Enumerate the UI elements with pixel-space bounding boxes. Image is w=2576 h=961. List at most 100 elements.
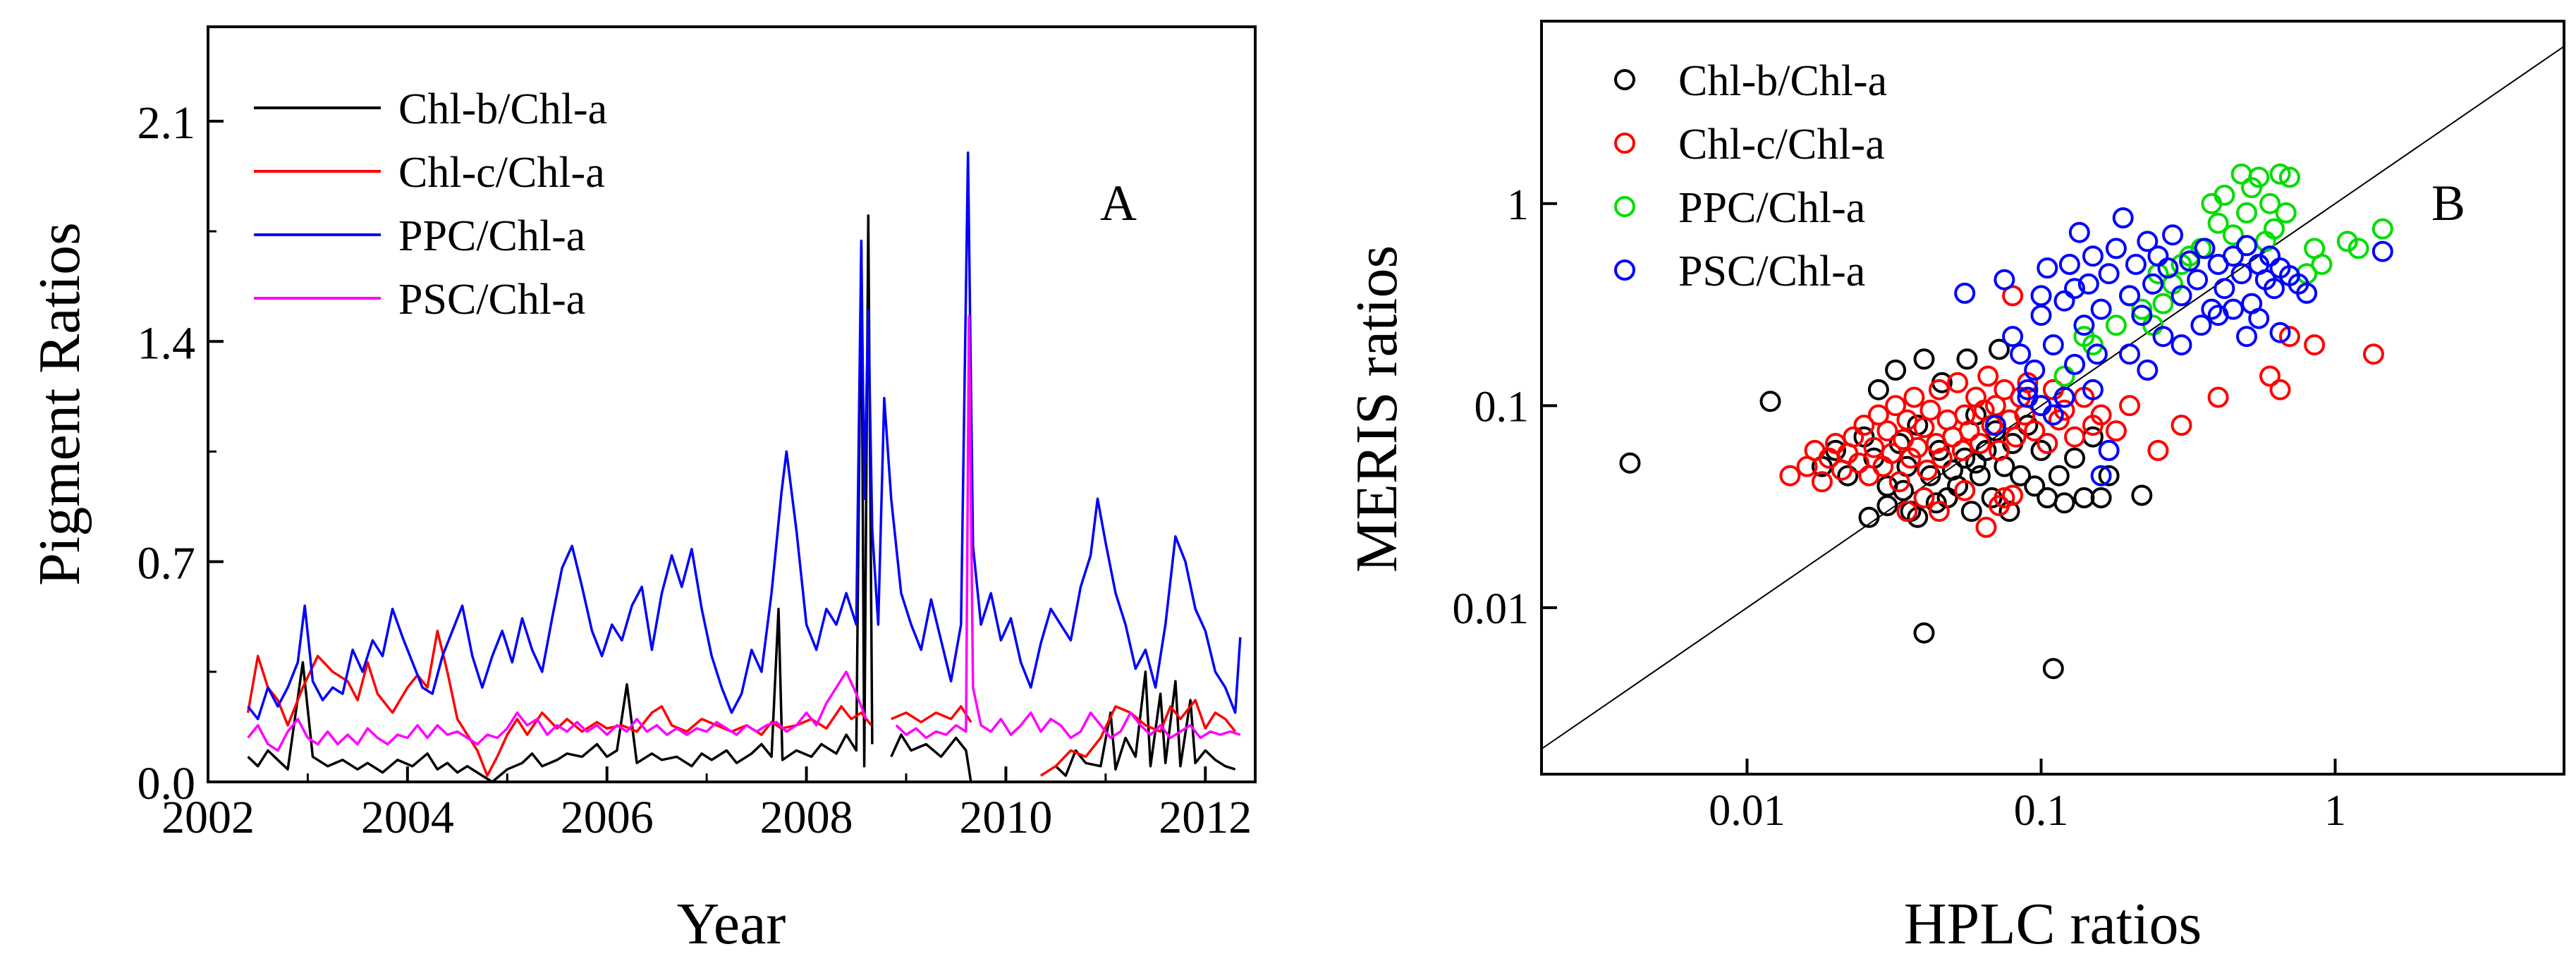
- scatter-point: [1843, 426, 1864, 448]
- scatter-point: [2064, 353, 2085, 375]
- x-tick-label: 2008: [760, 792, 853, 843]
- scatter-point: [2269, 379, 2291, 400]
- scatter-point: [1956, 348, 1978, 370]
- x-tick-label: 2002: [161, 792, 255, 843]
- panel-a-x-axis-label: Year: [677, 891, 786, 957]
- y-tick-label: 2.1: [138, 97, 196, 149]
- scatter-point: [2048, 465, 2070, 486]
- scatter-point: [1917, 459, 1938, 481]
- scatter-point: [2024, 475, 2046, 497]
- y-tick-label: 0.01: [1453, 585, 1530, 633]
- scatter-point: [2017, 372, 2039, 393]
- scatter-point: [1913, 348, 1935, 370]
- scatter-point: [2024, 420, 2046, 442]
- scatter-point: [1858, 506, 1880, 528]
- scatter-point: [2073, 326, 2095, 348]
- scatter-point: [1954, 479, 1976, 501]
- scatter-point: [2042, 658, 2064, 680]
- panel-b-y-axis-label: MERIS ratios: [1344, 245, 1410, 573]
- scatter-point: [2171, 415, 2192, 436]
- scatter-point: [2082, 379, 2104, 400]
- scatter-point: [2010, 465, 2032, 486]
- scatter-point: [2214, 278, 2235, 300]
- scatter-point: [1975, 439, 1997, 461]
- scatter-point: [1965, 452, 1986, 474]
- scatter-point: [1811, 471, 1833, 493]
- scatter-point: [2171, 285, 2192, 307]
- legend-label-ppc-chl-a: PPC/Chl-a: [1678, 184, 1865, 232]
- scatter-point: [2010, 343, 2032, 365]
- scatter-point: [2119, 285, 2140, 307]
- scatter-point: [1885, 395, 1907, 417]
- scatter-point: [2053, 365, 2075, 387]
- series-line-chl-c-chl-a: [246, 630, 1237, 777]
- series-line-ppc-chl-a: [247, 151, 1242, 721]
- scatter-point: [2278, 166, 2300, 188]
- y-tick-label: 1.4: [138, 317, 196, 369]
- scatter-point: [2112, 207, 2134, 228]
- scatter-point: [1958, 420, 1980, 442]
- scatter-point: [1928, 379, 1950, 400]
- scatter-point: [2236, 202, 2257, 224]
- series-line-chl-b-chl-a: [247, 214, 1236, 782]
- y-tick-label: 1: [1507, 181, 1529, 229]
- scatter-point: [2311, 254, 2333, 275]
- scatter-point: [1960, 501, 1982, 522]
- scatter-point: [2073, 487, 2095, 508]
- scatter-point: [2064, 447, 2085, 469]
- scatter-point: [2296, 282, 2318, 304]
- scatter-point: [2053, 492, 2075, 514]
- scatter-point: [1848, 452, 1869, 474]
- series-line-psc-chl-a: [247, 314, 1241, 752]
- scatter-point: [1867, 404, 1889, 426]
- scatter-point: [2037, 487, 2058, 508]
- scatter-point: [2105, 314, 2127, 336]
- panel-b: 0.01 0.1 1 0.01 0.1 1 Chl-b/Chl-a Chl-c/Chl-a…: [1344, 20, 2565, 957]
- scatter-point: [2017, 386, 2039, 408]
- scatter-point: [2147, 439, 2169, 461]
- scatter-point: [1853, 415, 1875, 436]
- scatter-point: [1994, 269, 2015, 290]
- scatter-point: [2090, 404, 2112, 426]
- scatter-point: [2098, 263, 2120, 285]
- scatter-point: [2073, 314, 2095, 336]
- scatter-point: [1876, 495, 1898, 517]
- scatter-point: [2098, 439, 2120, 461]
- legend-marker-ppc-chl-a: [1614, 196, 1635, 217]
- scatter-point: [1896, 501, 1918, 522]
- scatter-point: [1994, 487, 2015, 508]
- scatter-point: [2119, 343, 2140, 365]
- scatter-point: [2248, 166, 2270, 188]
- scatter-point: [1977, 365, 1999, 387]
- scatter-point: [2105, 238, 2127, 259]
- scatter-point: [2082, 245, 2104, 267]
- panel-a-label: A: [1100, 175, 1137, 231]
- scatter-point: [2030, 305, 2052, 326]
- scatter-point: [1989, 439, 2010, 461]
- scatter-point: [2152, 293, 2174, 314]
- scatter-point: [2269, 163, 2291, 185]
- scatter-point: [2157, 257, 2179, 279]
- scatter-point: [1942, 459, 1963, 481]
- scatter-point: [2042, 334, 2064, 356]
- scatter-point: [2336, 231, 2358, 252]
- scatter-point: [1867, 379, 1889, 400]
- scatter-point: [1975, 516, 1997, 538]
- scatter-point: [1969, 465, 1991, 486]
- scatter-point: [1928, 501, 1950, 522]
- scatter-point: [2230, 263, 2252, 285]
- panel-a-x-axis: 2002 2004 2006 2008 2010 2012: [161, 766, 1252, 843]
- scatter-point: [2269, 322, 2291, 343]
- scatter-point: [2119, 395, 2140, 417]
- scatter-point: [2068, 221, 2090, 243]
- y-tick-label: 0.0: [138, 758, 196, 809]
- scatter-point: [2002, 484, 2024, 506]
- scatter-point: [2259, 245, 2281, 267]
- panel-a-y-axis-label: Pigment Ratios: [27, 222, 92, 586]
- scatter-point: [2263, 218, 2285, 240]
- panel-a: 2002 2004 2006 2008 2010 2012 0.0 0.7 1.4 2.1 Ch…: [27, 25, 1257, 957]
- x-tick-label: 0.01: [1709, 787, 1786, 835]
- scatter-point: [2002, 326, 2024, 348]
- panel-b-label: B: [2431, 175, 2465, 231]
